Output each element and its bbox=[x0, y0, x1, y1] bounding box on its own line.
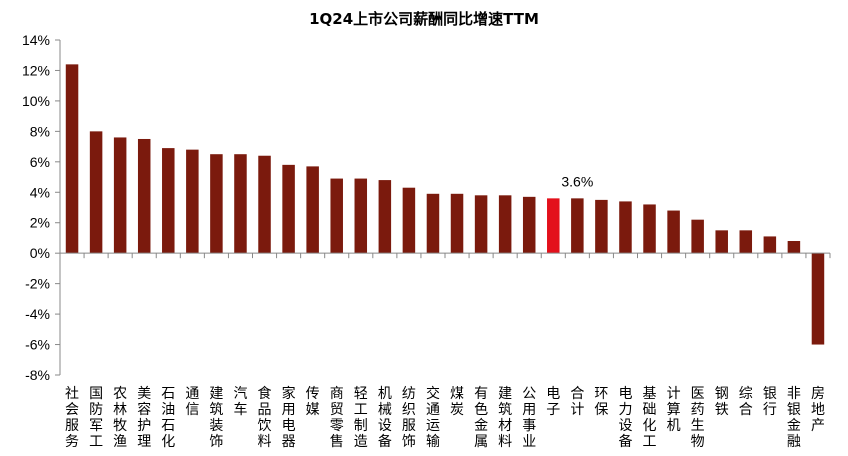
y-tick-label: 0% bbox=[30, 245, 50, 261]
category-label: 机械设备 bbox=[378, 386, 392, 450]
category-label: 国防军工 bbox=[89, 386, 103, 450]
bar bbox=[162, 148, 175, 254]
bar bbox=[89, 131, 103, 254]
category-label: 食品饮料 bbox=[258, 385, 272, 450]
bar bbox=[330, 178, 343, 254]
bar bbox=[787, 241, 801, 254]
bar bbox=[811, 253, 825, 345]
bar bbox=[450, 193, 464, 254]
y-tick-label: 4% bbox=[30, 184, 50, 200]
chart-title: 1Q24上市公司薪酬同比增速TTM bbox=[309, 10, 539, 28]
category-label: 钢铁 bbox=[715, 386, 729, 418]
category-label: 合计 bbox=[570, 386, 584, 418]
category-labels: 社会服务国防军工农林牧渔美容护理石油石化通信建筑装饰汽车食品饮料家用电器传媒商贸… bbox=[65, 385, 825, 450]
bar bbox=[571, 198, 584, 254]
bar bbox=[402, 187, 416, 254]
y-tick-label: 10% bbox=[22, 93, 50, 109]
bar bbox=[65, 64, 79, 254]
bars bbox=[65, 64, 825, 345]
category-label: 银行 bbox=[763, 386, 777, 418]
bar bbox=[643, 204, 656, 254]
category-label: 房地产 bbox=[811, 386, 825, 434]
category-label: 通信 bbox=[185, 386, 199, 418]
y-tick-label: -4% bbox=[25, 306, 50, 322]
y-tick-label: -2% bbox=[25, 276, 50, 292]
bar bbox=[739, 230, 753, 254]
category-label: 社会服务 bbox=[65, 386, 79, 450]
bar bbox=[595, 199, 608, 254]
category-label: 纺织服饰 bbox=[402, 386, 416, 450]
category-label: 计算机 bbox=[667, 386, 681, 434]
data-labels: 3.6% bbox=[561, 173, 593, 189]
bar bbox=[547, 198, 560, 254]
category-label: 医药生物 bbox=[691, 386, 705, 450]
bar bbox=[498, 195, 512, 254]
bar bbox=[619, 201, 632, 254]
y-tick-label: 8% bbox=[30, 123, 50, 139]
category-label: 建筑装饰 bbox=[209, 386, 223, 450]
bar bbox=[763, 236, 777, 254]
category-label: 商贸零售 bbox=[330, 386, 344, 450]
category-label: 传媒 bbox=[306, 386, 320, 418]
x-axis bbox=[59, 252, 831, 259]
category-label: 煤炭 bbox=[450, 386, 464, 418]
bar bbox=[137, 138, 151, 254]
bar bbox=[258, 155, 271, 254]
category-label: 交通运输 bbox=[426, 385, 440, 450]
bar bbox=[210, 154, 223, 254]
bar bbox=[715, 230, 728, 254]
y-tick-label: 14% bbox=[22, 32, 50, 48]
category-label: 环保 bbox=[594, 386, 608, 418]
bar bbox=[186, 149, 199, 254]
category-label: 石油石化 bbox=[161, 386, 175, 450]
bar bbox=[667, 210, 680, 254]
category-label: 汽车 bbox=[233, 386, 247, 418]
bar bbox=[378, 180, 392, 254]
category-label: 农林牧渔 bbox=[113, 386, 127, 450]
category-label: 电子 bbox=[546, 386, 560, 418]
bar bbox=[234, 154, 247, 254]
category-label: 公用事业 bbox=[522, 386, 536, 450]
bar bbox=[522, 196, 536, 254]
category-label: 轻工制造 bbox=[354, 386, 368, 450]
bar bbox=[282, 164, 295, 254]
y-tick-label: 6% bbox=[30, 154, 50, 170]
y-tick-label: -8% bbox=[25, 367, 50, 383]
bar bbox=[354, 178, 368, 254]
category-label: 综合 bbox=[739, 386, 753, 418]
category-label: 家用电器 bbox=[282, 385, 296, 450]
bar bbox=[426, 193, 440, 254]
category-label: 美容护理 bbox=[137, 386, 151, 450]
category-label: 非银金融 bbox=[787, 386, 801, 450]
bar bbox=[306, 166, 319, 254]
y-axis: -8% -6% -4% -2% 0% 2% 4% 6% 8% 10% 12% 14% bbox=[22, 32, 61, 383]
y-tick-label: 2% bbox=[30, 215, 50, 231]
bar bbox=[474, 195, 488, 254]
category-label: 电力设备 bbox=[618, 386, 632, 450]
data-label: 3.6% bbox=[561, 173, 593, 189]
bar bbox=[691, 219, 704, 254]
category-label: 基础化工 bbox=[643, 385, 657, 450]
y-tick-label: 12% bbox=[22, 62, 50, 78]
category-label: 建筑材料 bbox=[498, 386, 512, 450]
category-label: 有色金属 bbox=[474, 386, 488, 450]
bar bbox=[113, 137, 127, 254]
y-tick-label: -6% bbox=[25, 337, 50, 353]
